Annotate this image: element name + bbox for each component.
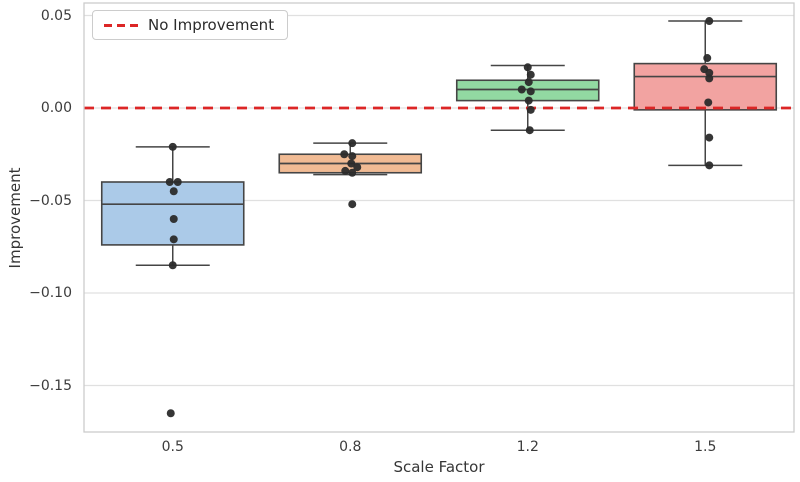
- x-tick-label: 0.5: [161, 439, 184, 455]
- data-point: [348, 139, 357, 148]
- points-group-1.5: [700, 17, 714, 170]
- data-point: [353, 163, 362, 172]
- data-point: [168, 142, 177, 151]
- data-point: [348, 168, 357, 177]
- x-tick-label: 1.5: [694, 439, 717, 455]
- data-point: [340, 150, 349, 159]
- data-point: [705, 74, 714, 83]
- data-point: [348, 152, 357, 161]
- y-tick-label: −0.15: [29, 377, 72, 394]
- data-point: [166, 409, 175, 418]
- data-point: [168, 261, 177, 270]
- data-point: [704, 98, 713, 107]
- data-point: [347, 159, 356, 168]
- y-tick-label: 0.00: [40, 100, 72, 116]
- data-point: [705, 133, 714, 142]
- data-point: [525, 126, 534, 135]
- y-axis-label: Improvement: [6, 167, 24, 269]
- data-point: [524, 78, 533, 87]
- legend: No Improvement: [92, 10, 289, 40]
- data-point: [517, 85, 526, 94]
- data-point: [705, 161, 714, 170]
- x-tick-label: 1.2: [516, 439, 539, 455]
- data-point: [523, 63, 532, 72]
- data-point: [705, 17, 714, 26]
- data-point: [169, 235, 178, 244]
- data-point: [173, 178, 182, 186]
- box-group-1.5: [633, 20, 778, 167]
- points-group-1.2: [517, 63, 535, 135]
- legend-label: No Improvement: [148, 16, 275, 34]
- x-axis-label: Scale Factor: [393, 458, 485, 476]
- y-tick-label: 0.05: [40, 7, 72, 24]
- data-point: [703, 54, 712, 63]
- y-tick-label: −0.10: [29, 285, 72, 301]
- data-point: [348, 200, 357, 209]
- points-group-0.5: [165, 142, 182, 418]
- plot-border: [83, 2, 795, 433]
- data-point: [341, 166, 350, 175]
- data-point: [526, 70, 535, 79]
- data-point: [705, 68, 714, 77]
- data-point: [526, 87, 535, 96]
- data-point: [526, 105, 535, 114]
- data-point: [169, 215, 178, 223]
- data-point: [524, 96, 533, 105]
- box-group-0.5: [100, 146, 245, 266]
- red-dashed-line-icon: [104, 23, 138, 27]
- data-point: [165, 178, 174, 186]
- y-tick-label: −0.05: [29, 192, 72, 209]
- points-group-0.8: [340, 139, 362, 209]
- data-point: [169, 187, 178, 196]
- x-tick-label: 0.8: [339, 439, 362, 455]
